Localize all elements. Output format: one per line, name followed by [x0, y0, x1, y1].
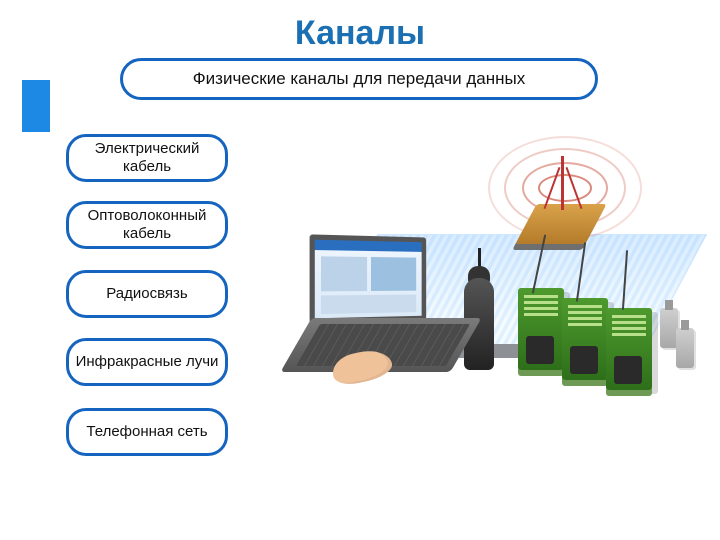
channel-label: Радиосвязь: [106, 285, 187, 303]
io-module-icon: [562, 298, 608, 380]
channel-pill-1: Оптоволоконный кабель: [66, 201, 228, 249]
io-module-icon: [518, 288, 564, 370]
header-pill-label: Физические каналы для передачи данных: [193, 69, 526, 89]
header-pill: Физические каналы для передачи данных: [120, 58, 598, 100]
usb-dongle-icon: [676, 328, 694, 368]
accent-bar: [22, 80, 50, 132]
channel-label: Оптоволоконный кабель: [75, 207, 219, 243]
channel-pill-2: Радиосвязь: [66, 270, 228, 318]
channel-pill-3: Инфракрасные лучи: [66, 338, 228, 386]
laptop-screen: [310, 234, 427, 323]
channel-label: Инфракрасные лучи: [76, 353, 219, 371]
channel-pill-0: Электрический кабель: [66, 134, 228, 182]
sensor-antenna: [478, 248, 481, 268]
illustration: [308, 138, 698, 398]
channel-label: Электрический кабель: [75, 140, 219, 176]
io-module-icon: [606, 308, 652, 390]
channel-label: Телефонная сеть: [86, 423, 207, 441]
slide-title: Каналы: [0, 14, 720, 53]
channel-pill-4: Телефонная сеть: [66, 408, 228, 456]
slide-root: { "title": { "text": "Каналы", "color": …: [0, 0, 720, 540]
